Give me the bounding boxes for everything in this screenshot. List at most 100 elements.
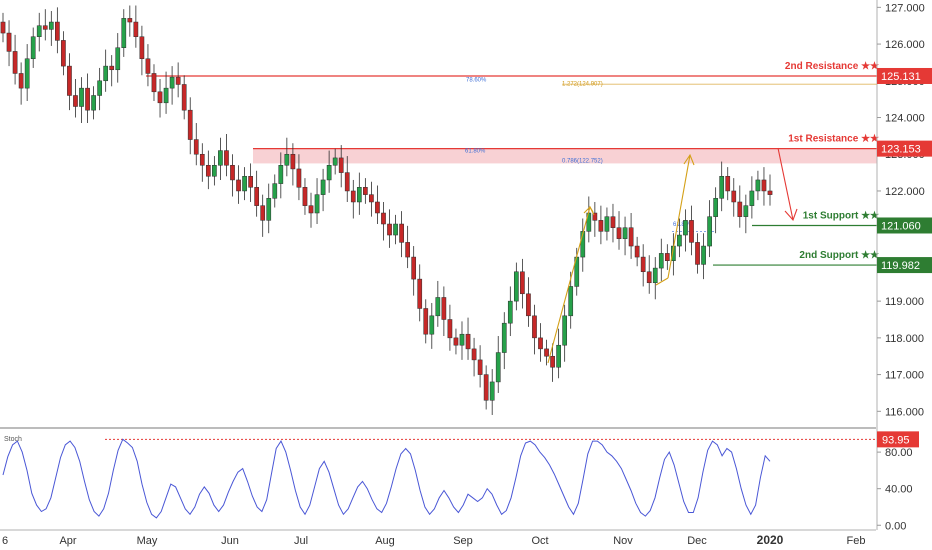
candle-body — [224, 150, 229, 166]
candle-body — [278, 165, 284, 184]
candle-body — [12, 51, 18, 74]
candle-body — [453, 337, 459, 346]
candle-body — [42, 25, 48, 30]
candle-body — [520, 271, 525, 295]
candle-body — [532, 315, 537, 339]
price-axis: 127.000126.000125.000124.000123.000122.0… — [876, 0, 932, 532]
time-axis: 6 Apr May Jun Jul Aug Sep Oct Nov Dec 2020 Feb — [0, 529, 876, 547]
candle-body — [73, 95, 78, 107]
candle-body — [193, 139, 199, 155]
candle-body — [187, 109, 193, 140]
candle-body — [350, 190, 356, 203]
time-tick-label: Feb — [847, 535, 866, 547]
candle-body — [326, 165, 332, 181]
arrow-head — [683, 153, 695, 166]
candle-body — [652, 267, 658, 284]
level-price-value: 119.982 — [881, 260, 920, 272]
candle-body — [97, 80, 102, 96]
candle-body — [713, 198, 718, 217]
candle-body — [151, 73, 157, 93]
candle-body — [393, 223, 398, 236]
fib-label: 78.60% — [466, 78, 487, 84]
fib-label: 0.786(122.752) — [562, 158, 603, 164]
candle-body — [79, 87, 84, 107]
candle-body — [272, 183, 278, 199]
candle-body — [338, 157, 344, 173]
level-price-value: 123.153 — [881, 144, 921, 156]
candle-body — [85, 87, 90, 111]
level-label: 2nd Resistance ★★ — [785, 61, 879, 72]
candle-body — [610, 216, 616, 228]
candle-body — [507, 300, 513, 324]
price-tick-label: 124.000 — [885, 113, 925, 125]
candle-body — [157, 91, 163, 104]
candle-body — [55, 21, 60, 41]
candle-body — [18, 73, 24, 89]
candle-body — [332, 157, 338, 166]
candle-body — [616, 227, 622, 239]
projection-arrows — [547, 147, 798, 364]
candle-body — [580, 231, 586, 258]
level-price-box — [877, 217, 932, 234]
candle-body — [248, 176, 253, 188]
price-tick-label: 126.000 — [885, 39, 925, 51]
candle-body — [749, 190, 755, 206]
level-label: 1st Resistance ★★ — [788, 134, 879, 145]
candle-body — [677, 234, 682, 247]
candle-body — [308, 205, 314, 214]
candle-body — [459, 333, 465, 346]
candle-body — [755, 179, 761, 192]
price-tick-label: 116.000 — [885, 406, 924, 418]
candle-body — [423, 308, 429, 335]
candle-body — [483, 374, 489, 401]
resistance-zone-band — [253, 148, 877, 164]
candle-body — [550, 355, 555, 368]
price-tick-label: 122.000 — [885, 186, 925, 198]
projection-arrow-down — [777, 147, 794, 221]
candle-body — [719, 176, 725, 199]
candle-body — [664, 253, 670, 261]
candle-body — [369, 194, 374, 203]
candle-body — [260, 205, 266, 221]
candle-body — [471, 348, 477, 361]
candle-body — [375, 201, 380, 214]
stoch-marker-value: 93.95 — [882, 434, 910, 446]
candle-body — [731, 190, 737, 203]
candle-body — [363, 187, 368, 195]
projection-arrow-segment — [655, 277, 669, 286]
candle-body — [139, 36, 145, 60]
candle-body — [767, 190, 773, 195]
candle-body — [592, 212, 598, 221]
candle-body — [133, 21, 139, 37]
time-tick-label: Jul — [294, 535, 308, 547]
candle-body — [381, 212, 386, 225]
candle-body — [634, 245, 640, 258]
time-tick-label: May — [137, 535, 158, 547]
candle-body — [121, 18, 127, 48]
candle-body — [91, 95, 96, 111]
candle-body — [387, 223, 392, 236]
candle-body — [556, 344, 561, 368]
candle-body — [175, 76, 181, 85]
stoch-tick-label: 80.00 — [885, 447, 913, 459]
stoch-line — [2, 438, 771, 519]
candle-body — [6, 32, 12, 52]
level-label: 2nd Support ★★ — [799, 250, 879, 261]
candle-body — [181, 84, 187, 111]
time-tick-label: 2020 — [757, 533, 784, 547]
price-tick-label: 127.000 — [885, 2, 925, 14]
candle-body — [109, 65, 115, 71]
time-tick-label: Aug — [375, 535, 395, 547]
candle-body — [145, 58, 151, 74]
candle-body — [163, 87, 169, 104]
level-price-box — [877, 67, 932, 84]
candle-body — [205, 165, 211, 177]
candle-body — [489, 381, 495, 401]
candle-body — [417, 278, 423, 309]
candle-body — [344, 172, 350, 192]
price-tick-label: 118.000 — [885, 333, 924, 345]
candle-body — [761, 179, 767, 192]
candle-body — [61, 40, 66, 67]
price-tick-label: 119.000 — [885, 296, 924, 308]
